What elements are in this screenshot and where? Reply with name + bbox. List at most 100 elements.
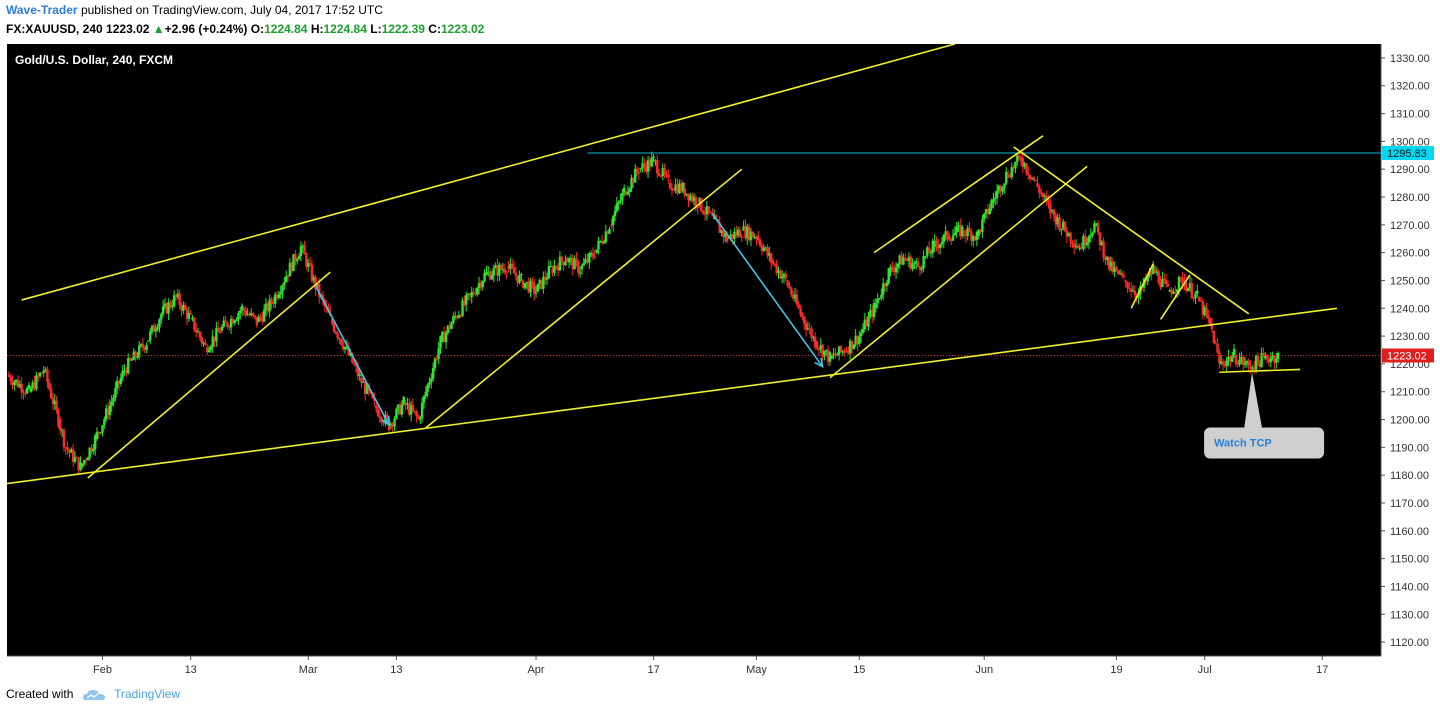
candle-body: [285, 276, 288, 282]
candle-body: [1175, 289, 1179, 293]
candle-body: [92, 449, 95, 452]
candle-body: [419, 417, 422, 420]
candle-body: [257, 316, 260, 323]
candle-body: [1038, 186, 1041, 193]
candle-body: [656, 160, 659, 174]
candle-body: [848, 340, 852, 354]
candle-body: [457, 315, 461, 318]
x-tick-label: Mar: [299, 664, 318, 676]
trend-line: [425, 168, 743, 429]
candle-body: [294, 254, 297, 262]
candle-body: [1113, 267, 1116, 273]
candle-body: [542, 276, 545, 289]
candle-body: [1168, 290, 1171, 292]
candle-body: [867, 315, 870, 327]
open-label: O:: [250, 22, 265, 36]
candle-body: [136, 356, 139, 358]
candle-body: [773, 263, 777, 265]
candle-body: [1205, 307, 1208, 316]
candle-body: [617, 201, 620, 204]
candle-body: [830, 355, 833, 359]
candle-body: [1267, 359, 1271, 363]
candle-body: [920, 268, 923, 270]
candle-body: [169, 302, 172, 307]
candle-body: [819, 344, 822, 350]
candle-body: [60, 430, 64, 432]
author-link[interactable]: Wave-Trader: [6, 3, 78, 17]
candle-body: [213, 336, 216, 342]
candle-body: [512, 267, 516, 274]
candle-body: [308, 262, 312, 265]
callout-pointer: [1244, 372, 1263, 429]
candle-body: [529, 280, 532, 293]
candle-body: [902, 257, 905, 265]
candle-body: [261, 317, 264, 322]
candle-body: [358, 374, 361, 377]
price-chart[interactable]: 1120.00 1130.00 1140.00 1150.00 1160.00 1170.…: [7, 44, 1440, 679]
candle-body: [637, 172, 641, 174]
candle-body: [834, 353, 837, 356]
close-label: C:: [428, 22, 441, 36]
candle-body: [573, 258, 576, 270]
candle-body: [1062, 221, 1065, 229]
y-tick-label: 1190.00: [1390, 442, 1429, 454]
candle-body: [1150, 271, 1153, 274]
candle-body: [970, 231, 973, 241]
candle-body: [341, 344, 345, 350]
candle-body: [55, 400, 58, 410]
candle-body: [104, 408, 108, 419]
candle-body: [808, 328, 811, 330]
annotation[interactable]: Watch TCP: [1204, 372, 1325, 459]
candle-body: [938, 244, 942, 249]
high-label: H:: [310, 22, 324, 36]
candle-body: [927, 247, 931, 253]
candle-body: [240, 305, 244, 311]
y-tick-label: 1210.00: [1390, 387, 1430, 399]
candle-body: [665, 174, 668, 176]
tradingview-brand-link[interactable]: TradingView: [114, 687, 181, 701]
candle-body: [1199, 300, 1203, 302]
candle-body: [1106, 256, 1109, 261]
time-axis[interactable]: [7, 656, 1381, 679]
created-with-text: Created with: [6, 687, 74, 701]
candle-body: [1034, 179, 1037, 181]
plot-area[interactable]: [7, 44, 1381, 656]
candle-body: [171, 306, 174, 308]
candle-body: [296, 259, 299, 262]
candle-body: [736, 229, 740, 236]
candle-body: [615, 203, 619, 212]
x-axis-ticks: Feb 13 Mar 13 Apr 17 May 15 Jun 19 Jul 17: [93, 656, 1328, 676]
candle-body: [1221, 361, 1225, 365]
candle-body: [1247, 361, 1250, 366]
candle-body: [441, 331, 444, 342]
candle-body: [663, 167, 666, 175]
candle-body: [51, 398, 55, 404]
candle-body: [566, 258, 569, 263]
candle-body: [477, 283, 481, 289]
candle-body: [804, 323, 808, 330]
arrow-head: [381, 416, 390, 427]
candle-body: [709, 212, 712, 214]
candle-body: [1194, 293, 1197, 299]
candle-body: [444, 332, 448, 343]
candle-body: [187, 313, 191, 319]
candle-body: [611, 216, 615, 226]
candle-body: [468, 293, 472, 295]
candle-body: [71, 449, 75, 462]
candle-body: [1043, 196, 1047, 198]
candle-body: [127, 358, 130, 374]
candle-body: [422, 396, 426, 403]
candle-body: [149, 331, 152, 341]
candle-body: [571, 258, 574, 270]
candle-body: [782, 274, 786, 277]
candle-body: [64, 447, 67, 449]
candle-body: [125, 369, 128, 374]
candle-body: [701, 211, 705, 214]
candle-body: [66, 447, 69, 451]
y-tick-label: 1130.00: [1390, 609, 1429, 621]
candle-body: [435, 358, 439, 360]
candle-body: [114, 388, 117, 398]
candle-body: [959, 225, 962, 237]
candle-body: [1201, 301, 1205, 315]
candle-body: [635, 168, 639, 173]
